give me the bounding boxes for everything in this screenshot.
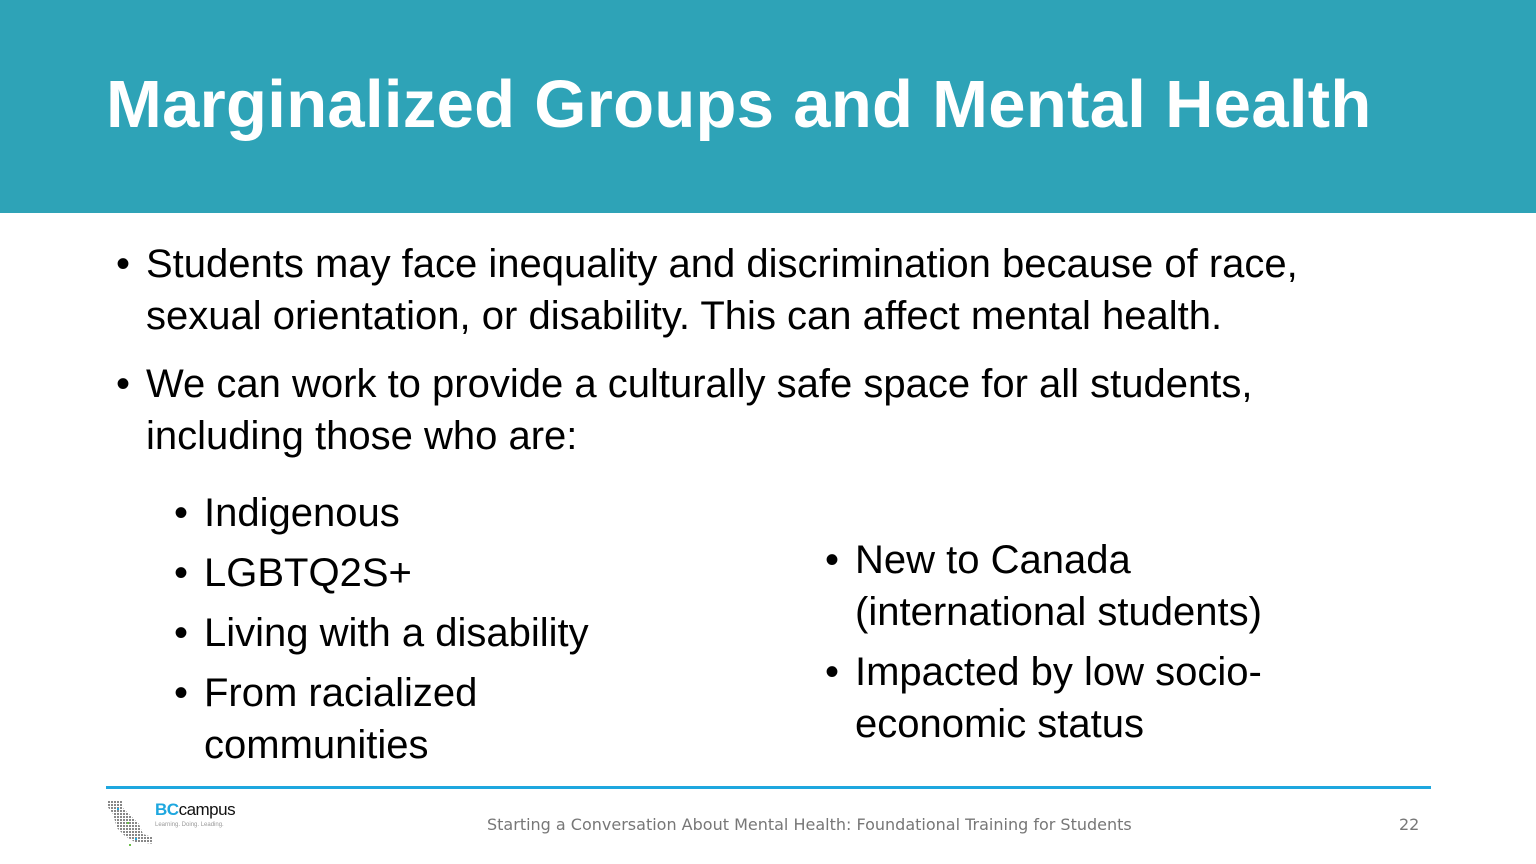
bc-map-icon (107, 800, 155, 846)
bullet-1: • Students may face inequality and discr… (116, 242, 1298, 338)
footer-title: Starting a Conversation About Mental Hea… (487, 815, 1132, 834)
bccampus-logo: BCcampus Learning. Doing. Leading. (105, 798, 245, 848)
footer-divider (106, 786, 1431, 789)
bullet-2: • We can work to provide a culturally sa… (116, 362, 1253, 458)
title-banner: Marginalized Groups and Mental Health (0, 0, 1536, 213)
sub-bullet-indigenous: • Indigenous (174, 491, 400, 535)
page-number: 22 (1399, 815, 1420, 834)
sub-bullet-disability: • Living with a disability (174, 611, 589, 655)
sub-bullet-new-to-canada: • New to Canada (international students) (825, 538, 1262, 634)
sub-bullet-racialized: • From racialized communities (174, 671, 478, 767)
slide-title: Marginalized Groups and Mental Health (106, 67, 1372, 142)
sub-bullet-low-ses: • Impacted by low socio-economic status (825, 650, 1262, 746)
sub-bullet-lgbtq: • LGBTQ2S+ (174, 551, 412, 595)
